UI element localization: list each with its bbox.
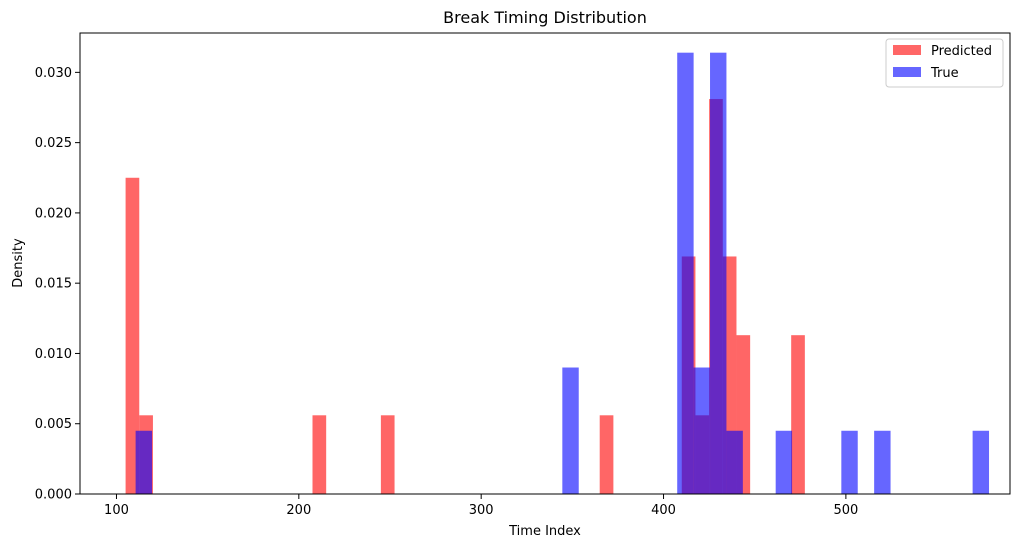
bar-true-8 <box>874 430 891 494</box>
bar-true-7 <box>841 430 858 494</box>
legend-label-predicted: Predicted <box>931 44 992 59</box>
y-tick-label: 0.010 <box>35 347 72 362</box>
x-axis-label: Time Index <box>508 524 581 539</box>
x-tick-label: 500 <box>833 503 858 518</box>
x-tick-label: 400 <box>651 503 676 518</box>
bar-true-0 <box>135 430 153 494</box>
plot-area <box>79 32 1011 495</box>
y-axis-label: Density <box>11 238 26 288</box>
legend-label-true: True <box>930 66 959 81</box>
bar-true-5 <box>726 430 743 494</box>
y-axis: 0.000 0.005 0.010 0.015 0.020 0.025 0.030 <box>35 66 80 503</box>
y-tick-label: 0.020 <box>35 206 72 221</box>
bar-predicted-2 <box>312 415 327 494</box>
bar-true-6 <box>775 430 793 494</box>
bar-predicted-3 <box>380 415 395 494</box>
bar-true-9 <box>972 430 990 494</box>
plot-frame <box>79 32 1011 495</box>
y-tick-label: 0.000 <box>35 488 72 503</box>
bar-predicted-4 <box>599 415 614 494</box>
plot-background <box>80 33 1010 494</box>
legend: Predicted True <box>885 38 1004 88</box>
bar-predicted-10 <box>791 335 805 494</box>
y-tick-label: 0.030 <box>35 66 72 81</box>
bars-group <box>125 52 990 495</box>
bar-true-4 <box>710 52 727 495</box>
chart-title: Break Timing Distribution <box>443 8 647 27</box>
bar-predicted-0 <box>125 177 140 494</box>
bar-true-3 <box>693 367 711 494</box>
y-tick-label: 0.015 <box>35 277 72 292</box>
legend-swatch-predicted <box>893 45 921 55</box>
x-tick-label: 100 <box>104 503 129 518</box>
bar-true-2 <box>677 52 694 495</box>
x-tick-label: 300 <box>469 503 494 518</box>
series-true <box>135 52 990 495</box>
bar-true-1 <box>562 367 579 494</box>
y-tick-label: 0.025 <box>35 136 72 151</box>
x-tick-label: 200 <box>286 503 311 518</box>
y-tick-label: 0.005 <box>35 417 72 432</box>
x-axis: 100 200 300 400 500 <box>104 494 858 518</box>
legend-swatch-true <box>893 67 921 77</box>
